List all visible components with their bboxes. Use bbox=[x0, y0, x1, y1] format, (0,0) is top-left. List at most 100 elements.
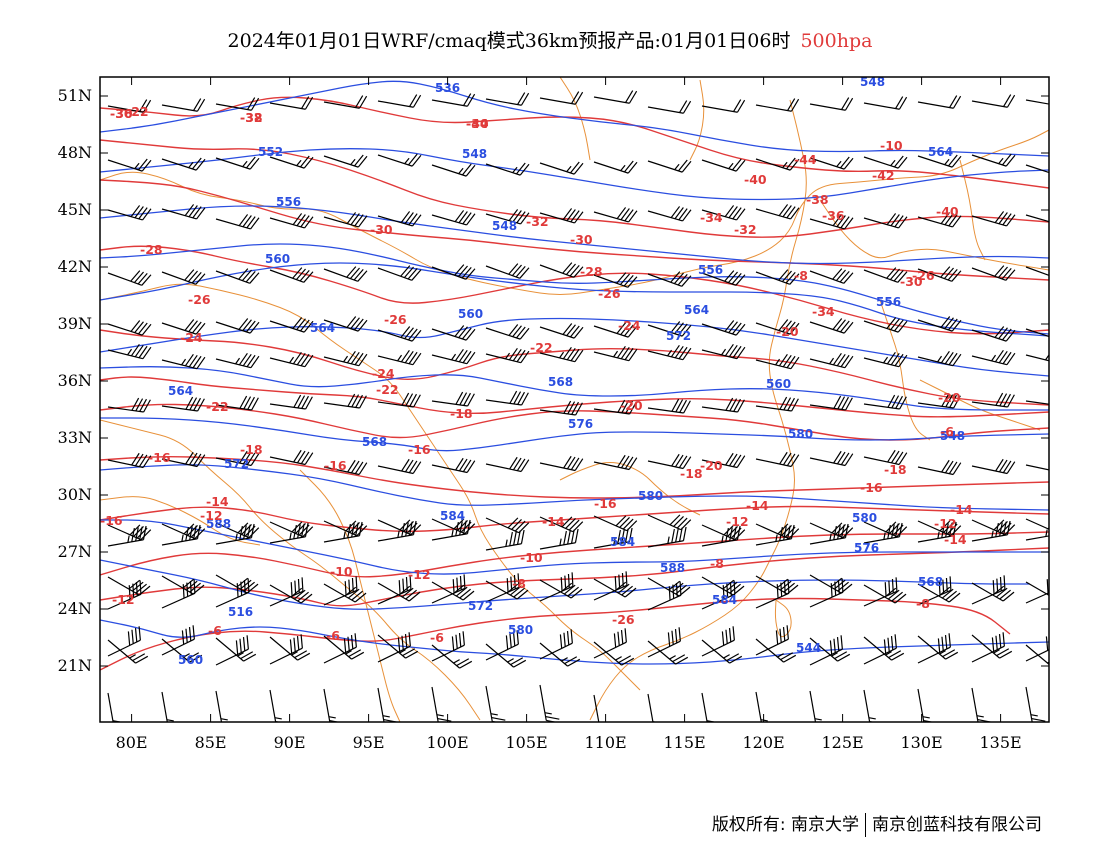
height-label: 584 bbox=[610, 535, 635, 549]
y-tick-label: 33N bbox=[58, 428, 92, 447]
height-label: 572 bbox=[468, 599, 493, 613]
height-label: 560 bbox=[265, 252, 290, 266]
wind-barb bbox=[377, 349, 422, 366]
y-tick-label: 27N bbox=[58, 542, 92, 561]
temperature-label: -34 bbox=[812, 304, 835, 319]
wind-barb bbox=[917, 459, 962, 476]
wind-barb bbox=[701, 692, 714, 722]
height-label: 580 bbox=[638, 489, 663, 503]
temperature-label: -18 bbox=[450, 406, 473, 421]
temperature-label: -22 bbox=[376, 382, 399, 397]
wind-barb bbox=[755, 625, 789, 656]
temperature-label: -26 bbox=[384, 312, 407, 327]
temperature-label: -22 bbox=[530, 340, 553, 355]
wind-barb bbox=[107, 99, 152, 113]
wind-barb bbox=[755, 98, 800, 112]
wind-barb bbox=[863, 449, 908, 466]
temperature-label: -6 bbox=[940, 424, 954, 439]
wind-barb bbox=[539, 346, 584, 363]
wind-barb bbox=[107, 320, 152, 336]
temperature-label: -22 bbox=[126, 104, 149, 119]
wind-barb bbox=[593, 90, 638, 104]
wind-barb bbox=[269, 522, 309, 544]
plot-area: 536 552 548 556 548 560 564 560 556 564 568 572 560 5… bbox=[100, 77, 1049, 722]
wind-barb bbox=[377, 582, 421, 602]
wind-barb bbox=[971, 349, 1016, 366]
wind-barb bbox=[809, 156, 854, 170]
wind-barb bbox=[431, 348, 476, 365]
wind-barb bbox=[1025, 579, 1049, 604]
wind-barb bbox=[215, 268, 260, 284]
wind-barb bbox=[971, 211, 1016, 227]
org-nanjing-chuanglan: 南京创蓝科技有限公司 bbox=[872, 815, 1042, 835]
wind-barb bbox=[917, 212, 962, 228]
height-label: 580 bbox=[508, 623, 533, 637]
wind-barb bbox=[161, 691, 174, 722]
wind-barb bbox=[269, 394, 313, 410]
wind-barb bbox=[377, 211, 422, 227]
temperature-label: -10 bbox=[330, 564, 353, 579]
temperature-label: -8 bbox=[512, 576, 526, 591]
wind-barb bbox=[107, 205, 152, 221]
wind-barb bbox=[647, 100, 692, 114]
temperature-label: -14 bbox=[950, 502, 973, 517]
wind-barb bbox=[755, 579, 790, 609]
x-tick-label: 135E bbox=[979, 733, 1021, 752]
wind-barb bbox=[269, 155, 314, 169]
wind-barb bbox=[539, 323, 584, 339]
wind-barb bbox=[161, 157, 206, 171]
height-label: 580 bbox=[788, 427, 813, 441]
wind-barb bbox=[377, 634, 419, 659]
wind-barb bbox=[863, 317, 908, 333]
wind-barb bbox=[269, 267, 314, 283]
wind-barb bbox=[485, 209, 530, 225]
height-contours bbox=[100, 80, 1049, 665]
wind-barb bbox=[809, 523, 849, 545]
temperature-label: -14 bbox=[746, 498, 769, 513]
temperature-label: -40 bbox=[936, 204, 959, 219]
temperature-label: -28 bbox=[580, 264, 603, 279]
wind-barb bbox=[593, 628, 627, 659]
temperature-label: -6 bbox=[208, 623, 222, 638]
wind-barb bbox=[161, 98, 206, 112]
wind-barb bbox=[215, 690, 228, 722]
temperature-label: -30 bbox=[110, 106, 133, 121]
temperature-label: -40 bbox=[744, 172, 767, 187]
y-tick-label: 36N bbox=[58, 371, 92, 390]
wind-barb bbox=[971, 265, 1016, 281]
wind-barb bbox=[917, 635, 959, 660]
wind-barb bbox=[701, 320, 746, 336]
wind-barb bbox=[485, 390, 529, 406]
x-tick-label: 95E bbox=[353, 733, 385, 752]
x-tick-label: 100E bbox=[426, 733, 468, 752]
height-label: 560 bbox=[458, 307, 483, 321]
x-tick-label: 85E bbox=[195, 733, 227, 752]
wind-barb bbox=[323, 350, 368, 367]
wind-barb bbox=[809, 268, 854, 284]
wind-barb bbox=[215, 352, 260, 369]
wind-barb bbox=[215, 523, 255, 545]
wind-barb bbox=[323, 521, 363, 543]
wind-barb bbox=[215, 395, 259, 411]
wind-barb bbox=[809, 637, 851, 662]
temperature-label: -18 bbox=[680, 466, 703, 481]
wind-barb bbox=[539, 629, 573, 660]
temperature-label: -12 bbox=[200, 508, 223, 523]
temperature-label: -10 bbox=[520, 550, 543, 565]
wind-barb bbox=[539, 262, 584, 278]
wind-barb bbox=[485, 347, 530, 364]
wind-barb bbox=[593, 272, 638, 288]
wind-barb bbox=[539, 684, 560, 722]
wind-barb bbox=[431, 391, 475, 407]
wind-barb bbox=[701, 580, 736, 610]
wind-barb bbox=[593, 454, 638, 471]
wind-barb bbox=[431, 163, 476, 177]
wind-barb bbox=[485, 456, 530, 473]
wind-barb bbox=[377, 153, 422, 167]
wind-barb bbox=[485, 162, 530, 176]
x-tick-label: 130E bbox=[900, 733, 942, 752]
temperature-label: -8 bbox=[710, 556, 724, 571]
temperature-label: -6 bbox=[430, 630, 444, 645]
x-tick-label: 120E bbox=[742, 733, 784, 752]
